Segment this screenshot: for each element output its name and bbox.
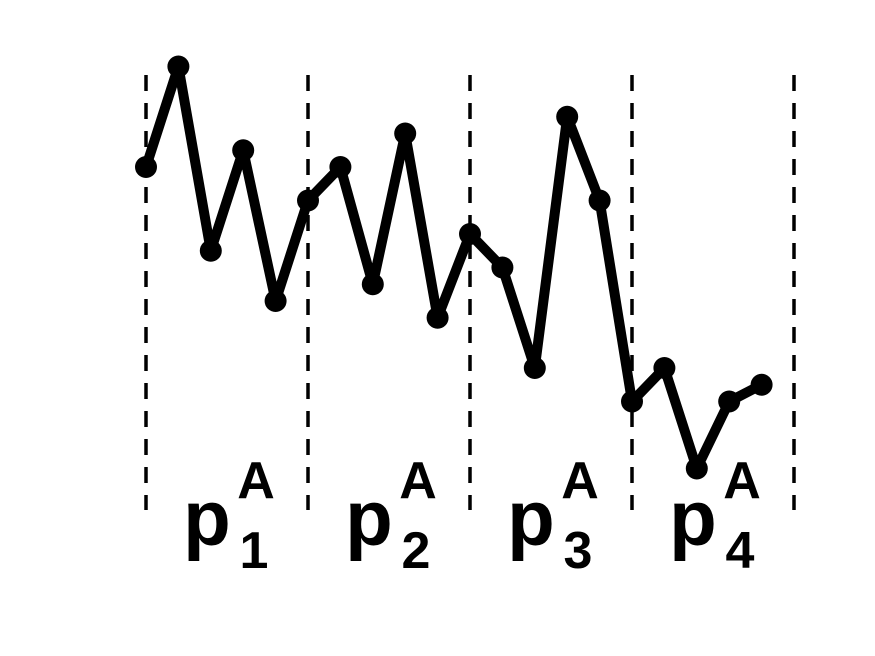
- data-point: [135, 156, 157, 178]
- time-series-line: [141, 61, 767, 474]
- data-point: [361, 273, 384, 296]
- data-point: [523, 357, 546, 379]
- data-point: [588, 189, 611, 212]
- segment-label-superscript: A: [399, 452, 437, 510]
- segment-label-1: p A 1: [183, 452, 275, 580]
- segment-label-subscript: 4: [726, 522, 755, 580]
- segment-label-subscript: 1: [240, 522, 269, 580]
- data-point: [264, 290, 287, 312]
- data-point: [329, 156, 352, 178]
- segment-label-base: p: [669, 474, 717, 562]
- segment-label-superscript: A: [723, 452, 761, 510]
- segment-labels: p A1 p A2 p A3 p A4: [183, 452, 761, 580]
- data-point: [685, 457, 708, 480]
- segment-label-3: p A 3: [507, 452, 599, 580]
- time-series-points: [135, 55, 773, 480]
- data-point: [232, 139, 255, 162]
- data-point: [167, 55, 190, 78]
- segment-label-base: p: [507, 474, 555, 562]
- data-point: [653, 357, 676, 379]
- segment-label-superscript: A: [237, 452, 275, 510]
- segment-label-subscript: 2: [402, 522, 431, 580]
- data-point: [297, 189, 319, 212]
- segment-label-subscript: 3: [564, 522, 593, 580]
- segment-label-superscript: A: [561, 452, 599, 510]
- segment-label-4: p A 4: [669, 452, 761, 580]
- segment-label-2: p A 2: [345, 452, 437, 580]
- data-point: [621, 390, 643, 413]
- data-point: [459, 223, 481, 245]
- data-point: [426, 306, 449, 329]
- series-polyline: [141, 61, 767, 474]
- data-point: [718, 390, 741, 413]
- data-point: [491, 256, 514, 279]
- segment-label-base: p: [345, 474, 393, 562]
- data-point: [556, 105, 579, 128]
- data-point: [750, 373, 773, 396]
- data-point: [199, 239, 222, 262]
- segment-label-base: p: [183, 474, 231, 562]
- data-point: [394, 122, 417, 145]
